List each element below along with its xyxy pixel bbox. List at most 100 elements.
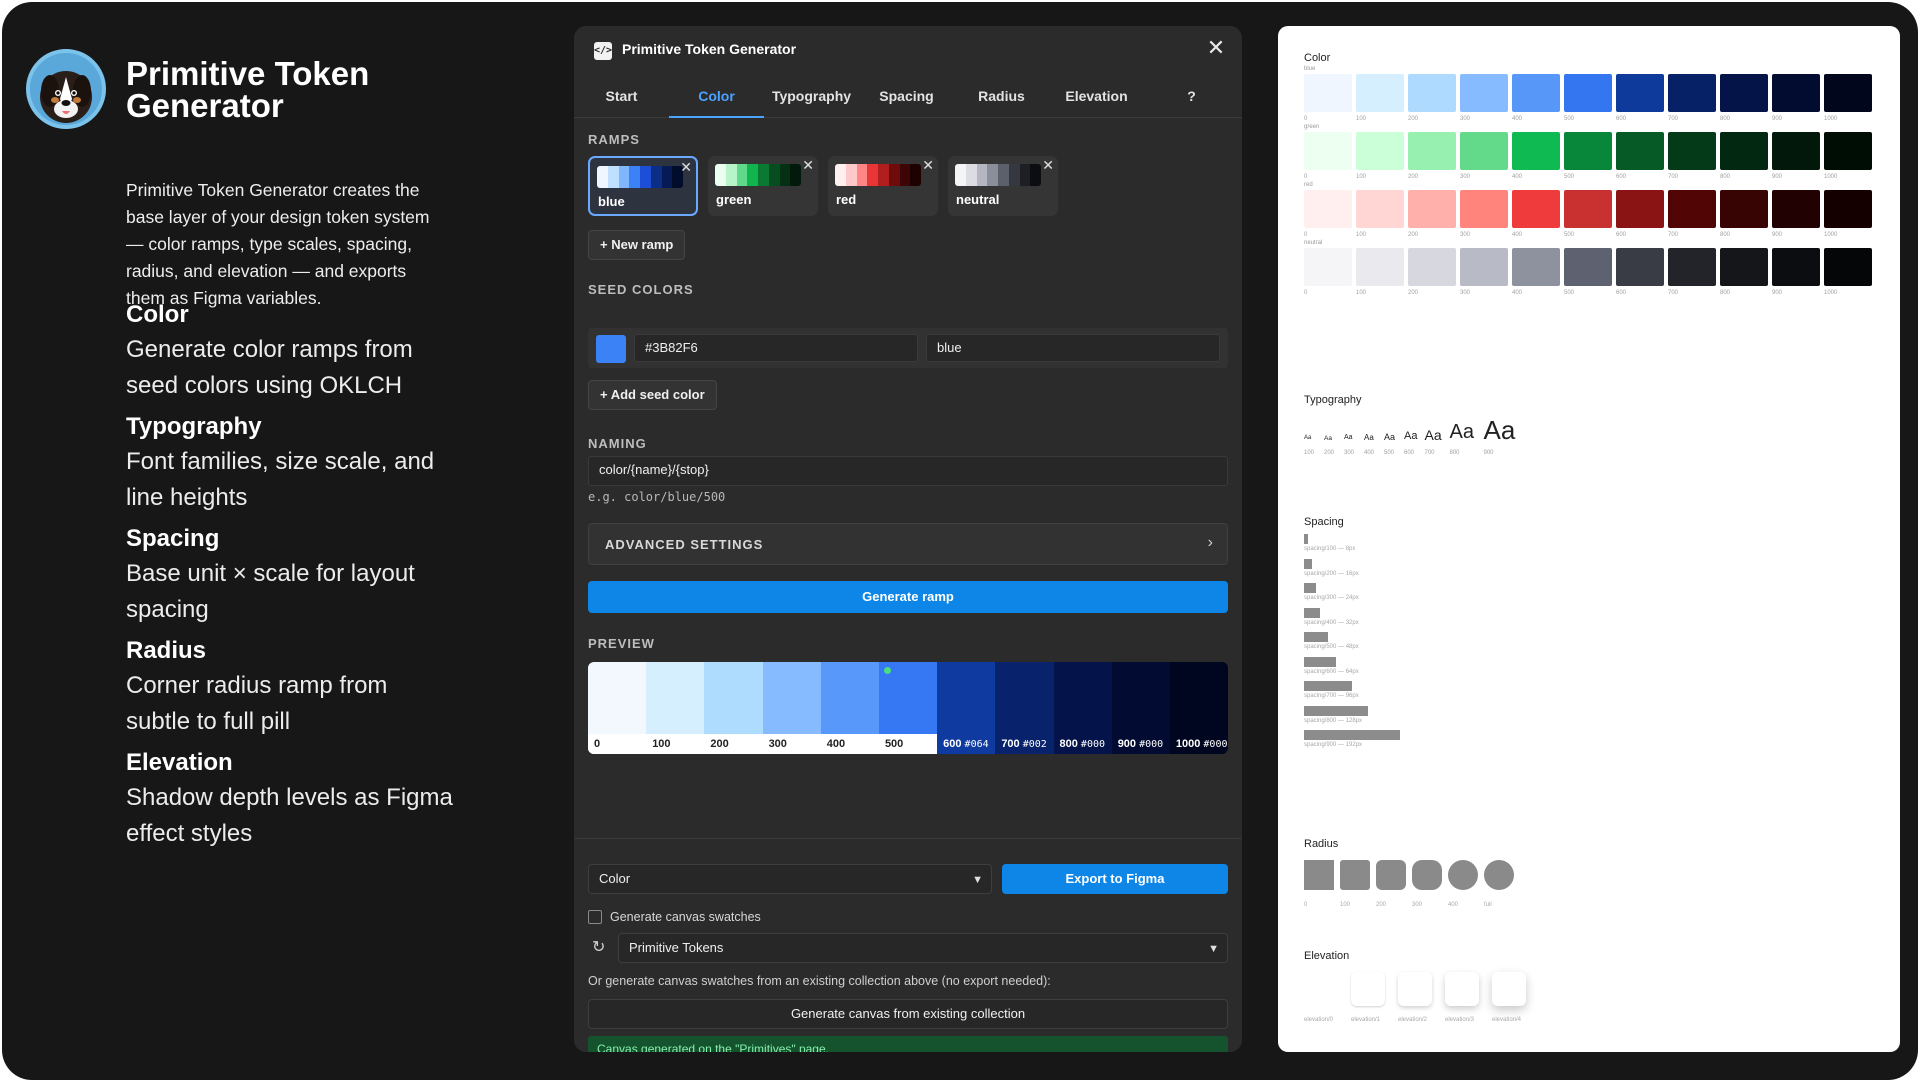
target-collection-select[interactable]: Primitive Tokens ▼: [618, 933, 1228, 963]
canvas-spacing-bar: [1304, 583, 1316, 593]
ramp-preview: 0 100 200 300 400 500 600 #064 700 #002 80…: [588, 662, 1228, 754]
canvas-swatch: [1668, 132, 1716, 170]
canvas-stop-label: 400: [1512, 290, 1523, 296]
canvas-stop-label: 400: [1512, 232, 1523, 238]
ramp-card-blue[interactable]: blue ✕: [588, 156, 698, 216]
ramp-swatch: [779, 164, 791, 186]
preview-stop-label: 900 #000: [1117, 738, 1164, 750]
preview-label-bar: [646, 734, 705, 754]
ramp-swatch: [661, 166, 673, 188]
tab-help[interactable]: ?: [1187, 88, 1196, 104]
canvas-stop-label: 800: [1720, 174, 1731, 180]
ramp-swatch: [1030, 164, 1041, 186]
collection-select[interactable]: Color ▼: [588, 864, 992, 894]
plugin-title: Primitive Token Generator: [622, 41, 797, 57]
feature-color: Color Generate color ramps from seed col…: [126, 300, 456, 404]
tab-spacing[interactable]: Spacing: [879, 88, 934, 104]
ramp-swatch: [790, 164, 801, 186]
canvas-spacing-label: spacing/600 — 64px: [1304, 668, 1359, 675]
ramp-swatch: [715, 164, 726, 186]
figma-canvas-preview: Color Typography Spacing Radius Elevatio…: [1278, 26, 1900, 1052]
canvas-swatch: [1720, 74, 1768, 112]
generate-ramp-button[interactable]: Generate ramp: [588, 581, 1228, 613]
new-ramp-button[interactable]: + New ramp: [588, 230, 686, 260]
advanced-settings-toggle[interactable]: ADVANCED SETTINGS ›: [588, 523, 1228, 565]
remove-ramp-icon[interactable]: ✕: [922, 157, 934, 173]
remove-ramp-icon[interactable]: ✕: [1042, 157, 1054, 173]
canvas-swatch: [1304, 132, 1352, 170]
preview-stop-400: 400: [820, 662, 879, 754]
canvas-stop-label: 300: [1460, 174, 1471, 180]
canvas-swatch: [1408, 248, 1456, 286]
generate-canvas-button[interactable]: Generate canvas from existing collection: [588, 999, 1228, 1029]
canvas-stop-label: 900: [1772, 232, 1783, 238]
ramp-swatch: [1008, 164, 1020, 186]
ramp-swatch: [856, 164, 868, 186]
preview-stop-100: 100: [646, 662, 705, 754]
canvas-spacing-label: spacing/800 — 128px: [1304, 717, 1363, 724]
preview-stop-hex: #000: [1203, 739, 1228, 750]
canvas-stop-label: 800: [1720, 232, 1731, 238]
canvas-swatch: [1564, 74, 1612, 112]
seed-name-input[interactable]: blue: [926, 334, 1220, 362]
remove-ramp-icon[interactable]: ✕: [802, 157, 814, 173]
canvas-stop-label: 1000: [1824, 116, 1838, 122]
canvas-spacing-bar: [1304, 558, 1312, 569]
tab-start[interactable]: Start: [605, 88, 638, 104]
canvas-stop-label: 500: [1564, 232, 1575, 238]
canvas-stop-label: 600: [1616, 290, 1627, 296]
tab-color[interactable]: Color: [669, 74, 764, 118]
canvas-type-sample: Aa: [1483, 415, 1516, 445]
canvas-swatch: [1512, 132, 1560, 170]
canvas-swatch: [1616, 190, 1664, 228]
target-collection-value: Primitive Tokens: [629, 940, 724, 955]
ramp-name: green: [716, 192, 752, 207]
tab-radius[interactable]: Radius: [978, 88, 1025, 104]
remove-ramp-icon[interactable]: ✕: [680, 159, 692, 175]
canvas-radius-shape: [1484, 860, 1514, 890]
canvas-spacing-label: spacing/400 — 32px: [1304, 619, 1359, 626]
preview-stop-label: 700 #002: [1001, 738, 1047, 750]
preview-stop-label: 0: [594, 738, 601, 750]
canvas-elevation-card: [1445, 972, 1479, 1006]
seed-color-swatch[interactable]: [596, 335, 626, 363]
preview-stop-hex: #000: [1080, 739, 1106, 750]
canvas-swatch: [1512, 190, 1560, 228]
ramp-card-red[interactable]: red ✕: [828, 156, 938, 216]
canvas-type-stop: 600: [1404, 450, 1415, 456]
canvas-swatch: [1304, 248, 1352, 286]
seed-hex-input[interactable]: #3B82F6: [634, 334, 918, 362]
ramp-card-neutral[interactable]: neutral ✕: [948, 156, 1058, 216]
tab-typography[interactable]: Typography: [771, 88, 852, 104]
canvas-type-stop: 900: [1483, 450, 1494, 456]
canvas-type-sample: Aa: [1449, 421, 1474, 443]
canvas-stop-label: 0: [1304, 116, 1308, 122]
ramps-label: RAMPS: [588, 132, 640, 147]
canvas-radius-label: 200: [1376, 902, 1387, 908]
ramp-swatch: [998, 164, 1009, 186]
feature-heading: Radius: [126, 637, 207, 664]
ramp-swatch: [768, 164, 780, 186]
feature-description: Font families, size scale, and line heig…: [126, 448, 435, 511]
ramp-swatch: [629, 166, 640, 188]
naming-pattern-input[interactable]: color/{name}/{stop}: [588, 456, 1228, 486]
ramp-color-strip: [835, 164, 921, 186]
canvas-type-sample: Aa: [1344, 434, 1353, 441]
canvas-swatch: [1616, 74, 1664, 112]
add-seed-color-button[interactable]: + Add seed color: [588, 380, 717, 410]
canvas-swatch: [1460, 190, 1508, 228]
refresh-icon[interactable]: ↻: [592, 939, 606, 956]
export-to-figma-button[interactable]: Export to Figma: [1002, 864, 1228, 894]
canvas-radius-label: 100: [1340, 902, 1351, 908]
swatches-checkbox[interactable]: [588, 910, 602, 924]
collection-select-value: Color: [599, 871, 631, 886]
preview-label-bar: [704, 734, 763, 754]
canvas-stop-label: 700: [1668, 174, 1679, 180]
canvas-type-stop: 300: [1344, 450, 1355, 456]
tab-elevation[interactable]: Elevation: [1065, 88, 1128, 104]
canvas-swatch: [1564, 190, 1612, 228]
close-icon[interactable]: ✕: [1206, 35, 1226, 60]
canvas-type-sample: Aa: [1424, 427, 1442, 443]
preview-stop-700: 700 #002: [995, 662, 1054, 754]
ramp-card-green[interactable]: green ✕: [708, 156, 818, 216]
